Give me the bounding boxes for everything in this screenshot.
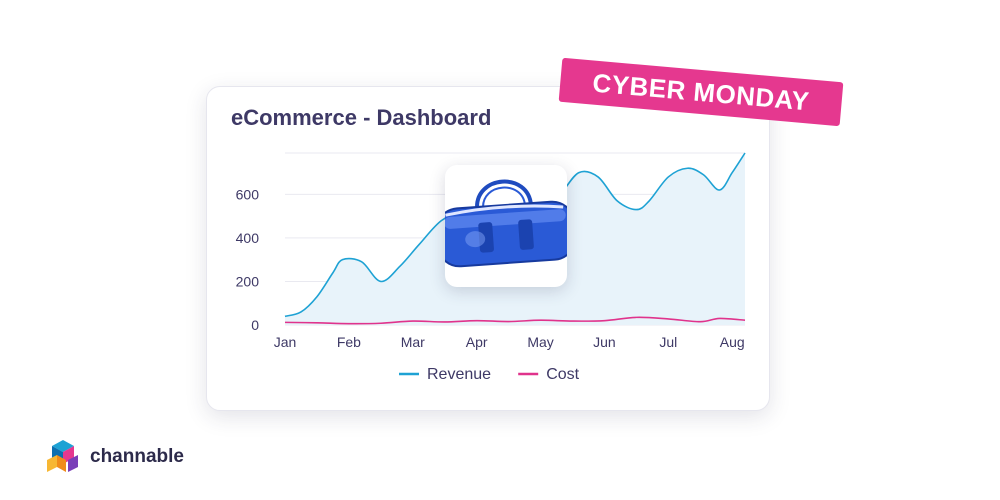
handbag-icon <box>435 179 577 268</box>
brand-name: channable <box>90 446 184 467</box>
x-tick-label: Apr <box>466 334 488 350</box>
brand-logo: channable <box>44 438 184 476</box>
legend-label-cost: Cost <box>546 366 579 383</box>
y-tick-label: 600 <box>236 186 260 202</box>
x-tick-label: Mar <box>401 334 425 350</box>
y-tick-label: 0 <box>251 317 259 333</box>
channable-logo-icon <box>47 440 78 472</box>
product-tile <box>435 165 577 287</box>
x-tick-label: Aug <box>720 334 745 350</box>
series-line-cost <box>284 316 746 325</box>
x-tick-label: Feb <box>337 334 361 350</box>
x-tick-label: Jun <box>593 334 616 350</box>
dashboard-card: eCommerce - Dashboard 0 200 400 600 Jan Feb Ma… <box>206 86 770 411</box>
legend-label-revenue: Revenue <box>427 366 491 383</box>
x-tick-label: Jan <box>274 334 297 350</box>
x-tick-label: May <box>527 334 553 350</box>
y-tick-label: 200 <box>236 273 260 289</box>
x-tick-label: Jul <box>659 334 677 350</box>
card-title: eCommerce - Dashboard <box>231 105 492 130</box>
y-tick-label: 400 <box>236 230 260 246</box>
